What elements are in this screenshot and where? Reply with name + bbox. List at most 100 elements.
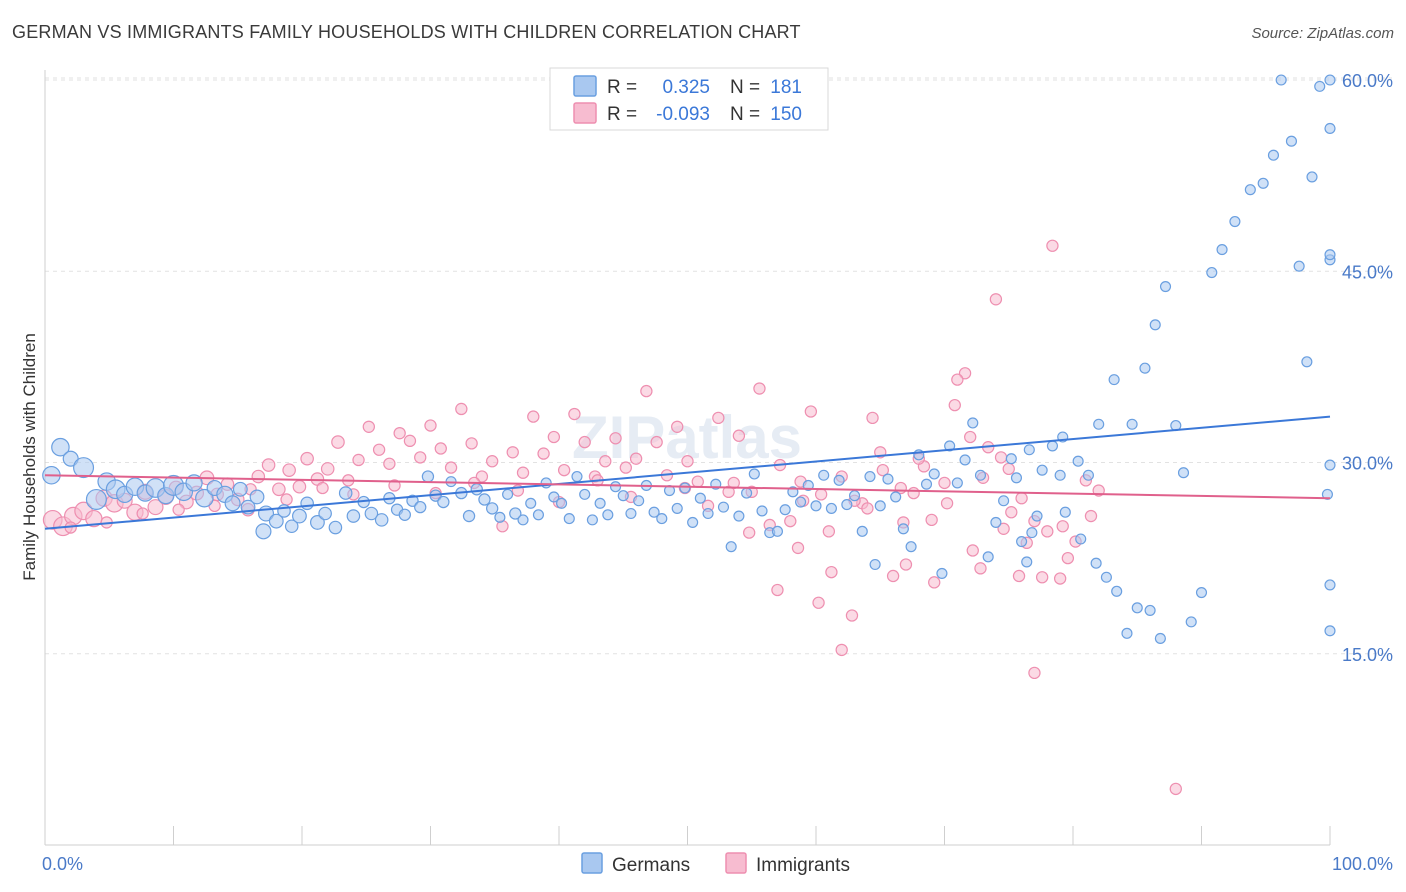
immigrant-point	[424, 419, 437, 432]
immigrant-point	[372, 443, 386, 456]
german-point	[1059, 506, 1071, 518]
german-point	[1314, 80, 1326, 92]
german-point	[1324, 579, 1336, 591]
immigrant-point	[640, 384, 653, 398]
german-point	[1005, 453, 1017, 465]
german-point	[1324, 122, 1336, 135]
german-point	[1285, 135, 1298, 147]
german-point	[1206, 266, 1218, 279]
immigrant-point	[964, 430, 977, 444]
german-point	[249, 489, 265, 505]
german-point	[810, 500, 822, 512]
immigrant-point	[1056, 520, 1069, 533]
immigrant-point	[578, 435, 591, 449]
german-point	[1093, 418, 1105, 430]
bottom-legend-label-germans: Germans	[612, 855, 690, 876]
grid-lines	[45, 77, 1392, 655]
german-point	[671, 502, 683, 514]
german-point	[882, 473, 894, 485]
immigrant-point	[899, 558, 913, 571]
immigrant-point	[804, 405, 818, 418]
german-point	[936, 567, 948, 579]
german-point	[1139, 362, 1151, 374]
german-point	[300, 496, 314, 511]
german-point	[905, 541, 917, 553]
german-point	[974, 469, 987, 481]
german-point	[1177, 467, 1190, 479]
german-point	[51, 437, 70, 457]
immigrant-point	[907, 486, 920, 500]
german-point	[398, 508, 411, 521]
chart-source: Source: ZipAtlas.com	[1251, 25, 1394, 42]
german-point	[1031, 510, 1043, 522]
german-point	[1324, 459, 1336, 471]
immigrant-point	[825, 565, 838, 579]
legend-r-label: R =	[607, 77, 637, 98]
german-point	[548, 491, 560, 503]
german-point	[856, 525, 868, 537]
german-point	[702, 507, 714, 520]
german-point	[364, 506, 379, 521]
immigrant-point	[1002, 462, 1015, 476]
german-point	[338, 486, 353, 500]
german-point	[486, 502, 499, 515]
axes	[44, 70, 1331, 846]
german-point	[586, 514, 598, 526]
german-point	[224, 495, 241, 512]
german-point	[609, 481, 622, 493]
immigrant-point	[383, 457, 396, 470]
german-points	[42, 74, 1336, 645]
immigrant-point	[650, 435, 663, 449]
german-point	[1267, 149, 1280, 161]
immigrant-point	[1012, 569, 1026, 583]
german-point	[328, 520, 343, 535]
immigrant-point	[671, 420, 684, 433]
german-point	[959, 454, 971, 466]
bottom-legend-swatch-immigrants	[725, 852, 747, 874]
german-point	[292, 508, 307, 524]
german-point	[864, 470, 876, 483]
german-point	[556, 497, 568, 509]
x-tick-label-min: 0.0%	[42, 854, 83, 874]
german-point	[990, 516, 1002, 528]
immigrant-point	[486, 455, 499, 468]
german-point	[874, 500, 886, 512]
immigrant-point	[948, 398, 961, 412]
immigrant-point	[928, 576, 941, 589]
german-point	[1306, 171, 1318, 183]
immigrant-point	[1084, 509, 1098, 523]
german-trend-line	[44, 415, 1331, 530]
german-point	[795, 496, 807, 508]
german-point	[563, 513, 575, 525]
german-point	[1036, 464, 1048, 476]
german-point	[1301, 356, 1313, 368]
german-point	[73, 457, 95, 479]
german-point	[841, 499, 853, 511]
german-point	[1324, 249, 1336, 261]
x-tick-label-max: 100.0%	[1332, 854, 1393, 874]
german-point	[268, 513, 284, 529]
german-point	[679, 482, 691, 494]
immigrant-point	[393, 426, 406, 440]
german-point	[525, 497, 537, 509]
german-point	[579, 488, 591, 500]
german-point	[255, 523, 272, 540]
german-point	[1144, 604, 1156, 616]
immigrant-point	[732, 429, 746, 442]
german-point	[633, 495, 645, 507]
german-point	[833, 474, 845, 486]
german-point	[756, 505, 768, 517]
immigrant-point	[681, 455, 694, 468]
german-point	[818, 469, 830, 481]
immigrant-point	[557, 463, 571, 477]
german-point	[951, 477, 963, 489]
german-point	[1154, 632, 1166, 645]
immigrant-point	[886, 569, 900, 583]
german-point	[1149, 319, 1161, 331]
immigrant-point	[742, 526, 756, 539]
german-point	[517, 514, 529, 526]
immigrant-point	[835, 643, 848, 657]
german-point	[1131, 602, 1143, 614]
german-point	[648, 506, 660, 518]
